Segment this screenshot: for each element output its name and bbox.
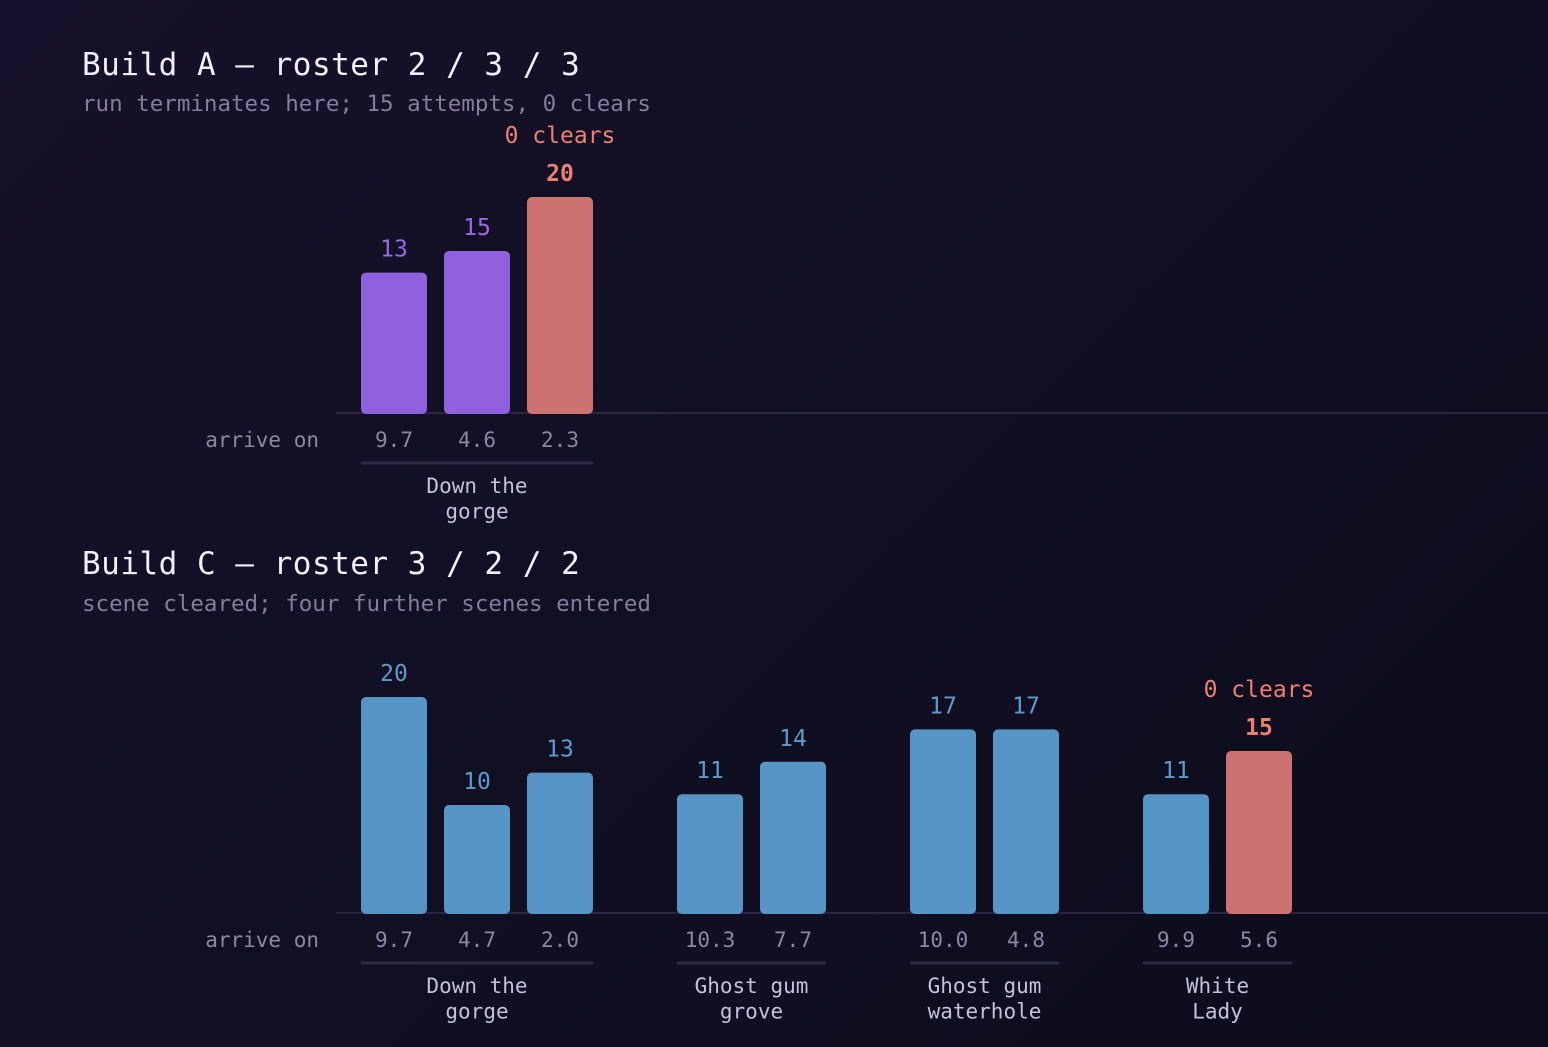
group-label-line: White (1186, 974, 1249, 998)
bar-value-label: 17 (1012, 693, 1040, 719)
tick-label: 2.3 (541, 428, 579, 452)
bar-value-label: 10 (463, 769, 491, 795)
group-label-line: Down the (426, 974, 527, 998)
annotation-label: 0 clears (505, 123, 616, 149)
bar-value-label: 20 (380, 661, 408, 687)
tick-label: 2.0 (541, 928, 579, 952)
tick-label: 9.7 (375, 928, 413, 952)
panel-subtitle: run terminates here; 15 attempts, 0 clea… (82, 91, 651, 117)
panel-build-a: Build A — roster 2 / 3 / 3 run terminate… (82, 47, 1548, 524)
bar (527, 772, 593, 914)
group-label-line: Lady (1192, 1000, 1243, 1024)
tick-label: 4.8 (1007, 928, 1045, 952)
group-label-line: Ghost gum (928, 974, 1042, 998)
tick-label: 7.7 (774, 928, 812, 952)
bar-value-label: 11 (696, 758, 724, 784)
bar-chart-build-a: arrive on 13 9.7 15 4.6 20 0 clears 2.3 Down the… (205, 123, 1548, 524)
tick-label: 4.7 (458, 928, 496, 952)
bar (527, 197, 593, 414)
bar (760, 761, 826, 914)
bar-value-label: 20 (546, 161, 574, 187)
bar-value-label: 11 (1162, 758, 1190, 784)
tick-label: 9.9 (1157, 928, 1195, 952)
bar (444, 805, 510, 914)
group-label-line: Ghost gum (695, 974, 809, 998)
tick-label: 4.6 (458, 428, 496, 452)
bar-chart-build-c: arrive on 20 9.7 10 4.7 13 2.0 Down the gorge 11 1… (205, 661, 1548, 1024)
bar (1143, 794, 1209, 914)
panel-build-c: Build C — roster 3 / 2 / 2 scene cleared… (0, 500, 1548, 1047)
bar (993, 729, 1059, 914)
panel-title: Build C — roster 3 / 2 / 2 (82, 546, 581, 582)
row-label: arrive on (205, 428, 319, 452)
group-label-line: grove (720, 1000, 783, 1024)
bar-value-label: 13 (380, 237, 408, 263)
row-label: arrive on (205, 928, 319, 952)
bar (677, 794, 743, 914)
group-label-line: gorge (445, 500, 508, 524)
group-label: Down the gorge (426, 474, 527, 524)
bar-value-label: 13 (546, 737, 574, 763)
bar-value-label: 17 (929, 693, 957, 719)
tick-label: 5.6 (1240, 928, 1278, 952)
panel-subtitle: scene cleared; four further scenes enter… (82, 591, 651, 617)
bar-value-label: 15 (463, 215, 491, 241)
bar (444, 251, 510, 414)
group-label-line: gorge (445, 1000, 508, 1024)
group-label-line: waterhole (928, 1000, 1042, 1024)
bar (1226, 751, 1292, 914)
tick-label: 10.0 (918, 928, 969, 952)
group-label: Ghost gum waterhole (928, 974, 1042, 1024)
bar (910, 729, 976, 914)
bar (361, 272, 427, 414)
tick-label: 10.3 (685, 928, 736, 952)
group-label: Ghost gum grove (695, 974, 809, 1024)
group-label: Down the gorge (426, 974, 527, 1024)
bar-value-label: 15 (1245, 715, 1273, 741)
tick-label: 9.7 (375, 428, 413, 452)
group-label: White Lady (1186, 974, 1249, 1024)
annotation-label: 0 clears (1204, 677, 1315, 703)
panel-title: Build A — roster 2 / 3 / 3 (82, 47, 581, 83)
bar (361, 697, 427, 914)
group-label-line: Down the (426, 474, 527, 498)
bar-value-label: 14 (779, 726, 807, 752)
